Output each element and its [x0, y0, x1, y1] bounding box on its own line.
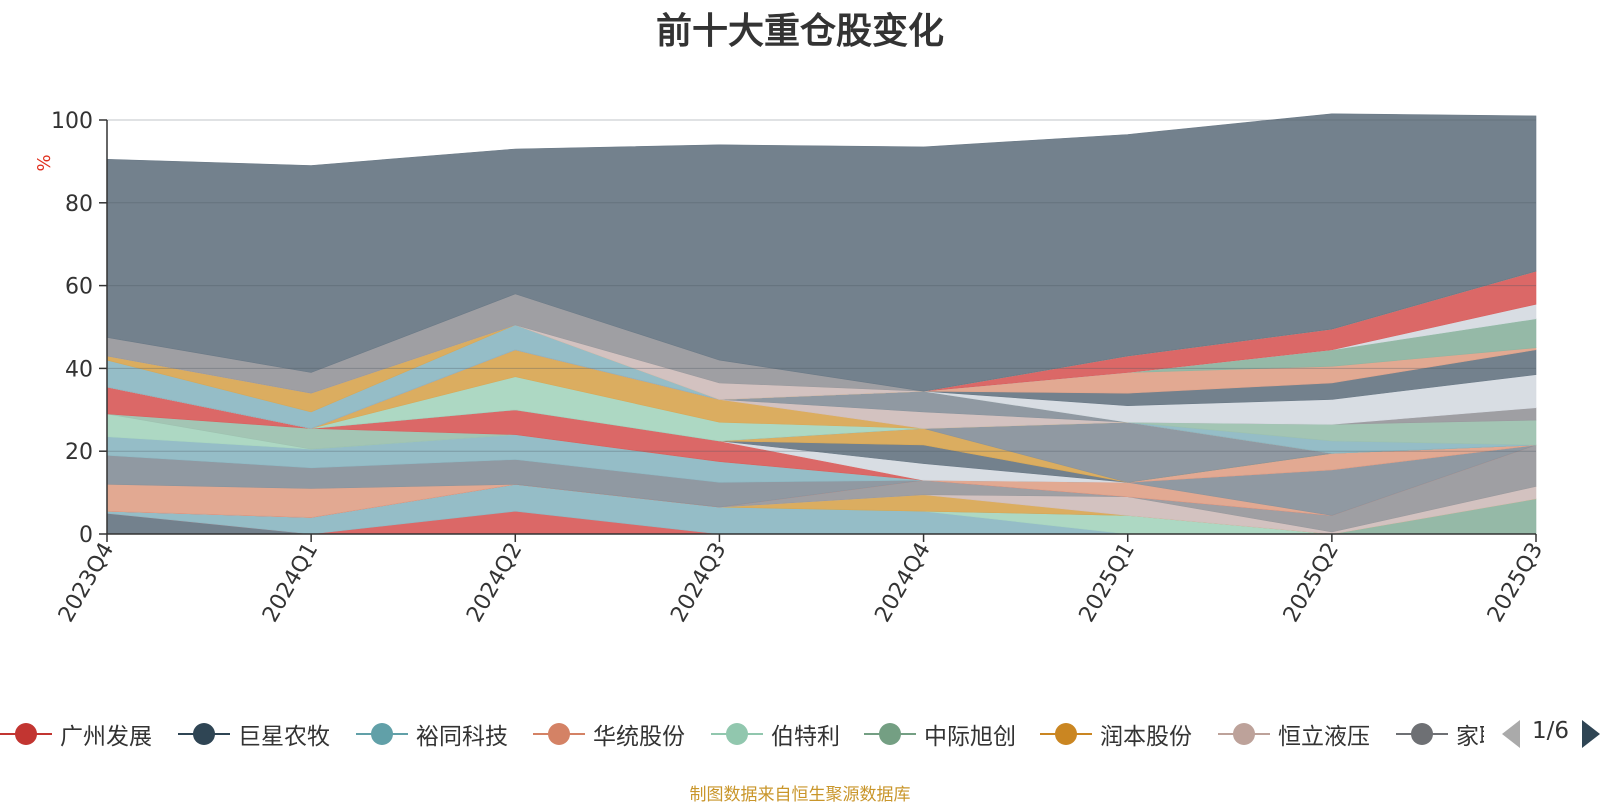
legend-label: 中际旭创	[924, 724, 1016, 750]
legend-dot	[548, 723, 570, 745]
legend-dot	[193, 723, 215, 745]
legend-label: 伯特利	[771, 724, 840, 750]
legend-dot	[1411, 723, 1433, 745]
legend-marker-icon	[1218, 712, 1270, 756]
y-tick-label: 40	[65, 357, 93, 382]
legend-label: 恒立液压	[1278, 724, 1370, 750]
x-tick-label: 2024Q3	[666, 539, 731, 627]
legend-prev-page-icon[interactable]	[1502, 720, 1520, 748]
chart-title: 前十大重仓股变化	[655, 11, 944, 52]
legend-marker-icon	[0, 712, 52, 756]
legend-marker-icon	[533, 712, 585, 756]
legend-item[interactable]: 润本股份	[1040, 712, 1192, 756]
y-tick-label: 20	[65, 440, 93, 465]
legend-marker-icon	[1040, 712, 1092, 756]
legend-item[interactable]: 中际旭创	[864, 712, 1016, 756]
legend-dot	[726, 723, 748, 745]
legend-marker-icon	[711, 712, 763, 756]
legend-label: 润本股份	[1100, 724, 1192, 750]
y-tick-label: 60	[65, 275, 93, 300]
legend-label: 家联科技	[1456, 724, 1484, 750]
legend-item[interactable]: 家联科技	[1396, 712, 1484, 756]
legend-item[interactable]: 广州发展	[0, 712, 152, 756]
legend-marker-icon	[356, 712, 408, 756]
grid-lines	[107, 119, 1536, 452]
area-series-39	[106, 113, 1537, 392]
x-tick-label: 2024Q1	[258, 539, 323, 627]
legend-dot	[15, 723, 37, 745]
legend-label: 巨星农牧	[238, 724, 330, 750]
x-tick-label: 2024Q4	[870, 539, 935, 627]
legend-label: 广州发展	[60, 724, 152, 750]
legend-item[interactable]: 恒立液压	[1218, 712, 1370, 756]
legend-dot	[371, 723, 393, 745]
area-series-layer	[106, 113, 1537, 535]
legend-label: 裕同科技	[416, 724, 508, 750]
legend-marker-icon	[178, 712, 230, 756]
legend-dot	[1055, 723, 1077, 745]
legend-label: 华统股份	[593, 724, 685, 750]
legend-item[interactable]: 巨星农牧	[178, 712, 330, 756]
x-tick-label: 2025Q2	[1279, 539, 1344, 627]
legend-page-indicator: 1/6	[1532, 718, 1570, 744]
legend-item[interactable]: 华统股份	[533, 712, 685, 756]
y-tick-label: 80	[65, 192, 93, 217]
legend-next-page-icon[interactable]	[1582, 720, 1600, 748]
legend-dot	[879, 723, 901, 745]
legend-item[interactable]: 裕同科技	[356, 712, 508, 756]
y-tick-label: 100	[51, 109, 93, 134]
x-tick-label: 2025Q1	[1075, 539, 1140, 627]
x-tick-label: 2024Q2	[462, 539, 527, 627]
legend-marker-icon	[1396, 712, 1448, 756]
legend: 广州发展 巨星农牧 裕同科技 华统股份 伯特利 中际旭创 润本股份 恒立液压 家联科技 1/6	[0, 712, 1600, 756]
legend-items: 广州发展 巨星农牧 裕同科技 华统股份 伯特利 中际旭创 润本股份 恒立液压 家联科技	[0, 712, 1484, 756]
legend-dot	[1233, 723, 1255, 745]
legend-marker-icon	[864, 712, 916, 756]
x-tick-label: 2025Q3	[1483, 539, 1548, 627]
y-tick-label: 0	[79, 523, 93, 548]
y-axis-unit-label: %	[34, 154, 55, 171]
x-tick-label: 2023Q4	[54, 539, 119, 627]
data-source-note: 制图数据来自恒生聚源数据库	[689, 785, 911, 805]
legend-item[interactable]: 伯特利	[711, 712, 840, 756]
